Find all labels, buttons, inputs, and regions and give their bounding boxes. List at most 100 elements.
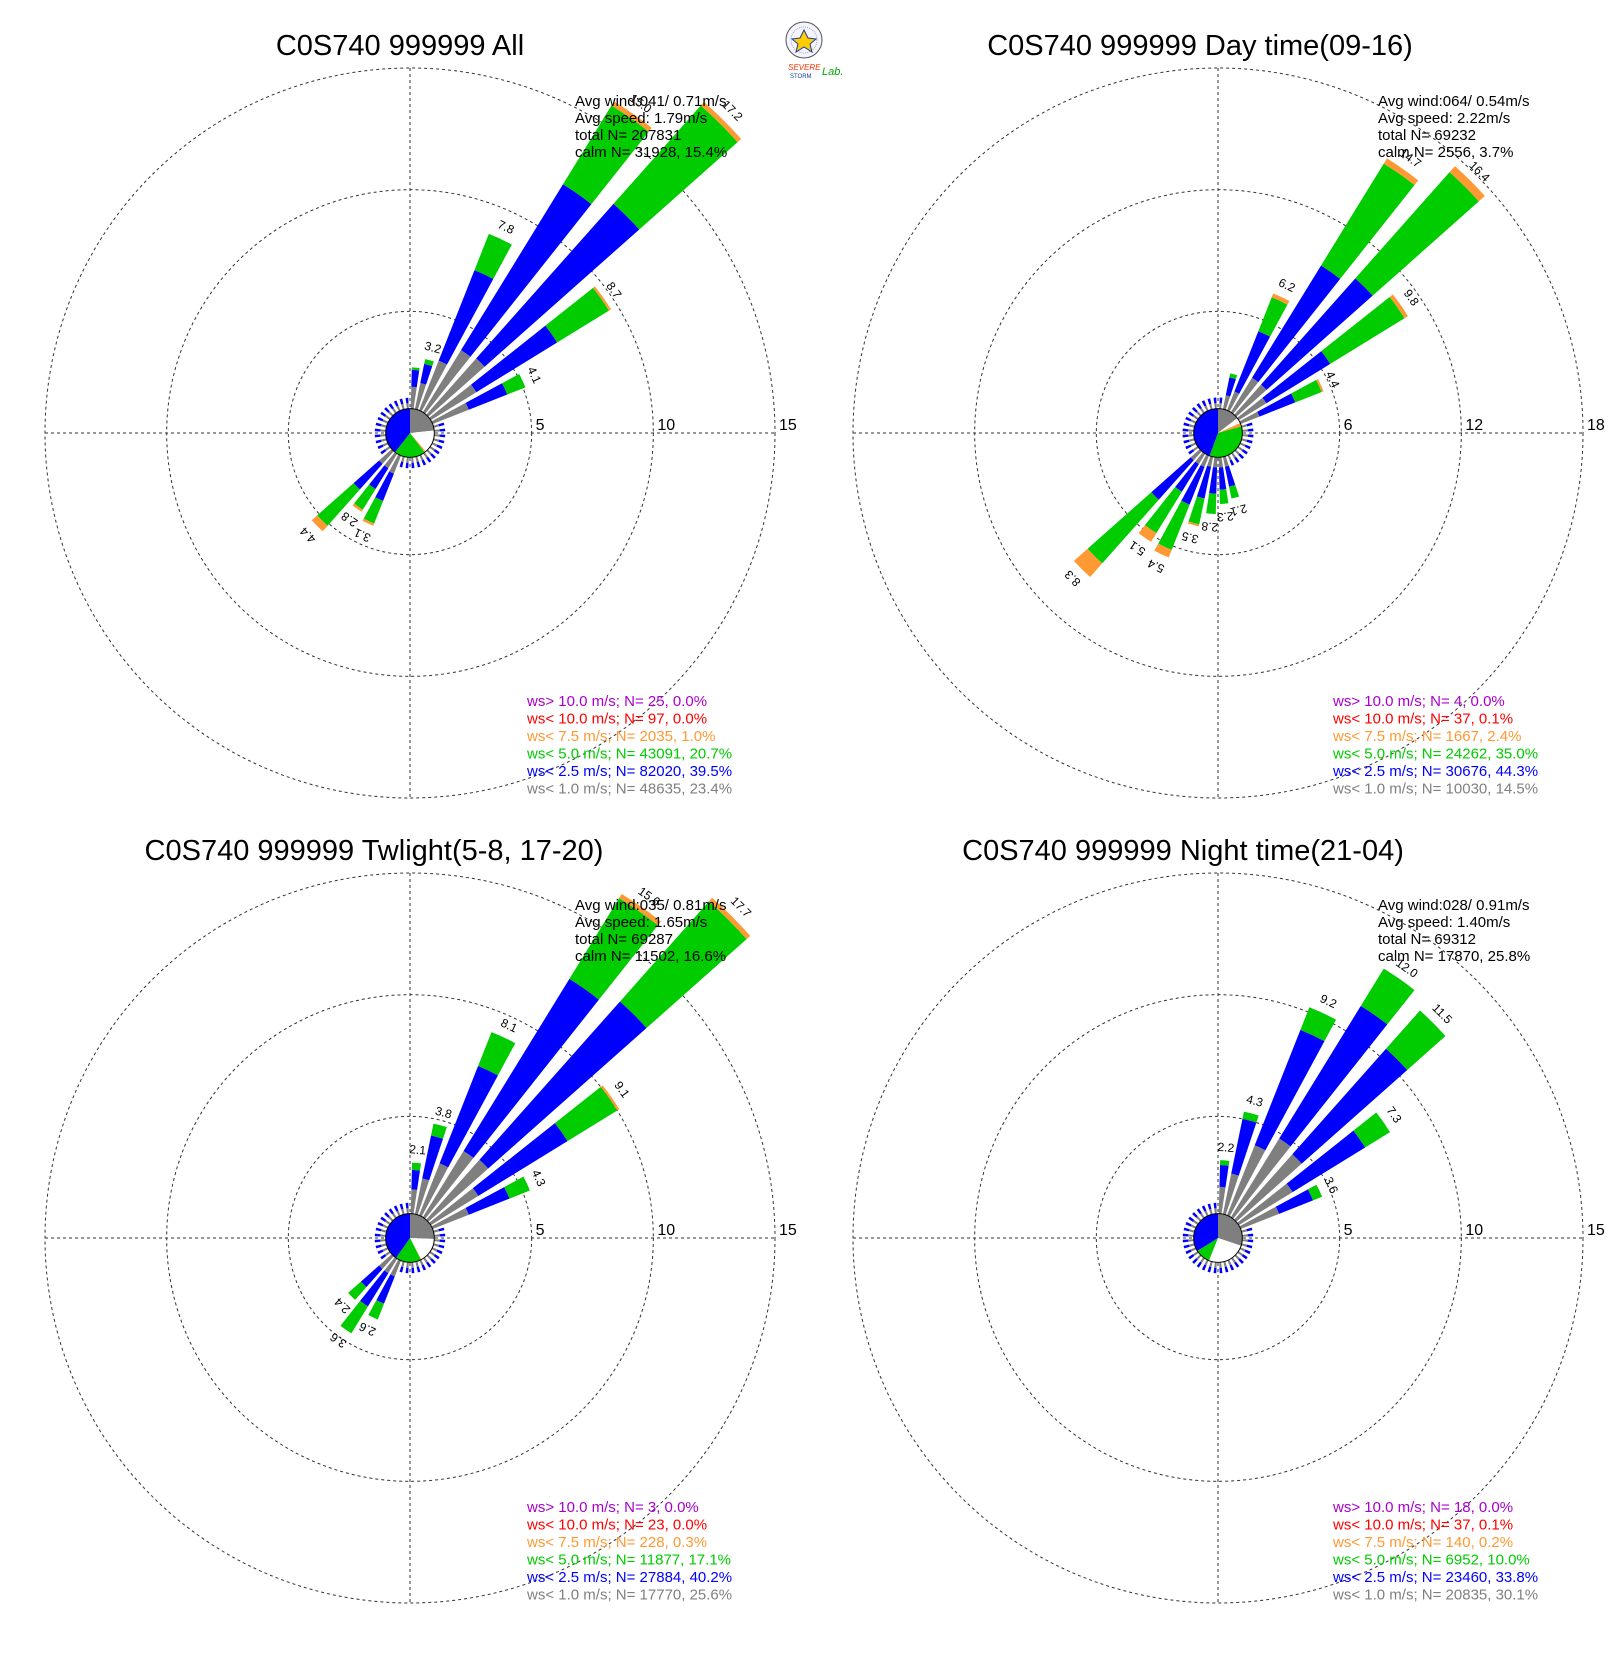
stub-bar-gray [401, 1208, 405, 1215]
sector-bar-blue [1196, 465, 1212, 499]
sector-bar-green [1300, 1007, 1337, 1042]
stub-bar-blue [399, 1203, 404, 1210]
legend-entry: ws> 10.0 m/s; N= 25, 0.0% [526, 693, 707, 710]
stub-bar-blue [1246, 1227, 1253, 1232]
stub-bar-gray [419, 454, 424, 461]
pie-slice-white [1218, 418, 1241, 433]
legend-entry: ws< 10.0 m/s; N= 23, 0.0% [526, 1517, 707, 1534]
pie-slice-white [410, 1238, 435, 1260]
sector-bar-orange [600, 1085, 620, 1111]
chart-title: C0S740 999999 Twlight(5-8, 17-20) [145, 835, 604, 867]
stub-bar-blue [1247, 1233, 1254, 1237]
stub-bar-blue [1192, 1212, 1198, 1218]
stub-bar-gray [1188, 434, 1194, 437]
stub-bar-gray [433, 424, 440, 428]
stub-bar-gray [1234, 449, 1240, 455]
stub-bar-blue [1229, 459, 1235, 466]
stub-bar-gray [1196, 411, 1202, 417]
legend-entry: ws< 1.0 m/s; N= 17770, 25.6% [526, 1587, 732, 1604]
direction-value-label: 3.1 [352, 525, 373, 545]
pie-slice-gray [410, 1213, 435, 1239]
ring-label: 10 [1465, 1222, 1483, 1239]
direction-value-label: 4.3 [529, 1167, 549, 1188]
sector-bar-gray [390, 1259, 402, 1277]
direction-value-label: 7.3 [1384, 1104, 1405, 1126]
stub-bar-gray [380, 424, 387, 428]
stub-bar-blue [393, 400, 399, 407]
stub-bar-blue [1188, 1216, 1195, 1222]
stub-bar-gray [382, 442, 389, 447]
stub-bar-gray [1214, 403, 1217, 409]
sector-bar-blue [376, 1274, 395, 1304]
stub-bar-blue [375, 1244, 382, 1249]
stub-bar-gray [434, 434, 440, 437]
stub-bar-gray [1188, 1234, 1194, 1237]
sector-bar-orange [352, 503, 363, 512]
pie-slice-blue [1193, 1213, 1218, 1251]
direction-value-label: 8.7 [603, 279, 624, 301]
sector-bar-green [411, 1162, 422, 1171]
sector-bar-orange [1449, 166, 1485, 202]
sector-bar-green [1087, 492, 1159, 564]
direction-value-label: 3.8 [434, 1104, 454, 1122]
logo-text-lab: Lab. [822, 66, 843, 78]
sector-bar-orange [362, 518, 375, 526]
pie-slice-gray [1218, 1213, 1243, 1246]
sector-bar-orange [708, 897, 751, 940]
stats-line: Avg speed: 2.22m/s [1378, 110, 1510, 127]
sector-bar-blue [420, 363, 433, 385]
sector-bar-blue [411, 1169, 420, 1190]
sector-bar-orange [1073, 548, 1103, 578]
sector-bar-green [354, 484, 376, 510]
stub-bar-blue [1224, 1266, 1229, 1273]
ring-label: 6 [1344, 417, 1353, 434]
stub-bar-gray [433, 1243, 440, 1247]
stub-bar-gray [380, 1229, 387, 1233]
direction-value-label: 9.2 [1318, 991, 1339, 1011]
stub-bar-blue [421, 459, 427, 466]
stub-bar-gray [1188, 438, 1195, 442]
stub-bar-blue [405, 397, 409, 404]
stub-bar-blue [1234, 1261, 1240, 1268]
stub-bar-blue [388, 1208, 394, 1215]
stub-bar-blue [438, 422, 445, 427]
sector-bar-gray [1222, 395, 1231, 410]
sector-bar-green [340, 1300, 368, 1334]
stub-bar-blue [1188, 449, 1195, 455]
sector-bar-gray [1234, 1154, 1302, 1222]
sector-bar-orange [1154, 543, 1172, 558]
stub-bar-blue [1244, 1249, 1251, 1255]
stub-bar-gray [1241, 1229, 1248, 1233]
stub-bar-blue [1207, 1266, 1212, 1273]
stub-bar-blue [436, 444, 443, 450]
legend-entry: ws< 7.5 m/s; N= 2035, 1.0% [526, 728, 715, 745]
sector-bar-orange [311, 515, 328, 532]
stub-bar-blue [1213, 397, 1217, 404]
ring-label: 18 [1587, 417, 1605, 434]
stub-bar-gray [433, 438, 440, 442]
stub-bar-blue [1247, 1239, 1254, 1243]
stub-bar-gray [384, 446, 391, 452]
stub-bar-blue [1234, 456, 1240, 463]
sector-bar-green [1242, 1111, 1259, 1123]
stub-bar-blue [1246, 422, 1253, 427]
stub-bar-gray [1196, 1254, 1202, 1260]
stub-bar-gray [1227, 454, 1232, 461]
stub-bar-blue [1247, 434, 1254, 438]
stats-line: Avg speed: 1.40m/s [1378, 914, 1510, 931]
sector-bar-blue [1224, 465, 1236, 487]
legend-entry: ws> 10.0 m/s; N= 18, 0.0% [1332, 1499, 1513, 1516]
stub-bar-blue [1185, 444, 1192, 450]
stub-bar-gray [1231, 1257, 1237, 1264]
sector-bar-green [1321, 296, 1405, 364]
sector-bar-green [1229, 484, 1240, 499]
stub-bar-blue [1188, 1254, 1195, 1260]
stub-bar-blue [416, 461, 421, 468]
direction-value-label: 2.4 [331, 1295, 353, 1317]
direction-value-label: 3.5 [1180, 529, 1200, 547]
ring-label: 5 [1344, 1222, 1353, 1239]
logo-text-storm: STORM [790, 74, 812, 80]
stub-bar-blue [380, 1254, 387, 1260]
wind-rose-panel-4: C0S740 999999 Night time(21-04) 5 10 15 2.2 4… [852, 835, 1605, 1604]
stub-bar-blue [1229, 1264, 1235, 1271]
